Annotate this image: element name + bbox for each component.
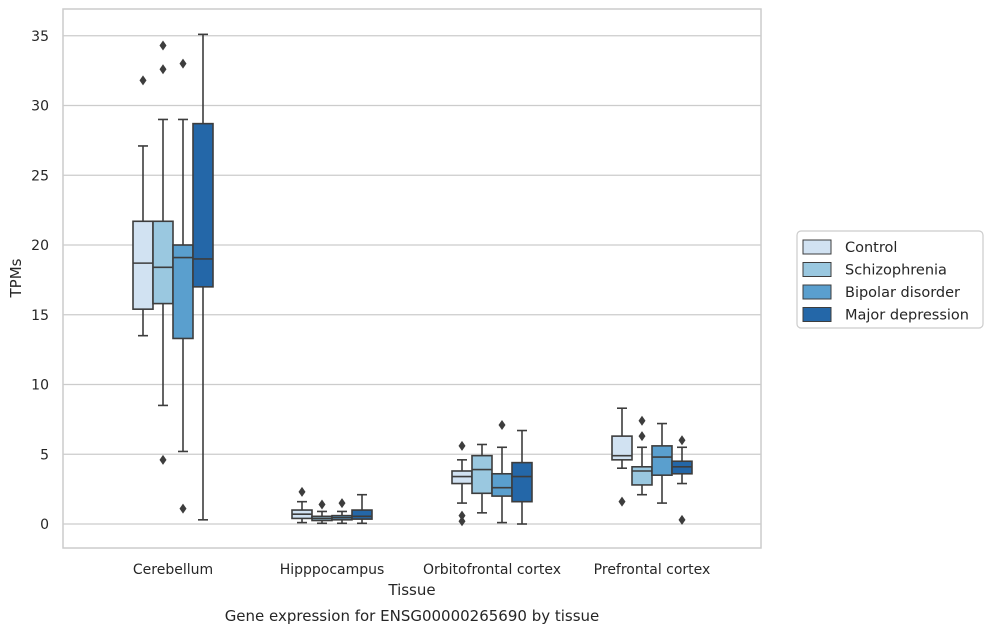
box [351,493,373,525]
y-tick-label: 5 [40,447,49,463]
legend-swatch [802,262,832,277]
outlier-point [498,419,506,430]
legend-label: Schizophrenia [845,263,947,279]
box [331,498,353,525]
legend-label: Control [845,240,897,256]
outlier-point [338,498,346,509]
box [651,422,673,504]
legend-swatch [802,284,832,300]
box [671,435,693,525]
legend-swatch [802,239,832,255]
box-body [172,244,194,340]
box [491,419,513,524]
box-body [192,122,214,288]
outlier-point [179,58,187,69]
y-tick-label: 20 [31,238,49,254]
box-body [491,472,513,497]
outlier-point [458,516,466,527]
legend-item: Major depression [802,307,969,324]
box-body [511,461,533,503]
outlier-point [678,514,686,525]
y-tick-label: 10 [31,378,49,394]
x-tick-label: Orbitofrontal cortex [423,562,561,578]
box [611,407,633,507]
box [511,429,533,525]
y-tick-label: 35 [31,29,49,45]
box [311,499,333,525]
x-axis-title: Tissue [387,581,435,599]
box [291,486,313,524]
legend-frame [796,230,984,329]
y-tick-label: 15 [31,308,49,324]
y-tick-label: 0 [40,517,49,533]
y-axis-title: TPMs [7,258,25,298]
box-body [351,509,373,520]
box-groups [132,33,693,527]
y-tick-labels: 0 5 10 15 20 25 30 35 [31,29,49,533]
outlier-point [618,496,626,507]
outlier-point [159,40,167,51]
outlier-point [458,510,466,521]
x-tick-label: Prefrontal cortex [594,562,711,578]
box [152,40,174,465]
legend-item: Control [802,239,897,256]
box [132,75,154,337]
legend-item: Bipolar disorder [802,284,960,301]
box-body [611,435,633,461]
outlier-point [159,454,167,465]
legend-label: Bipolar disorder [845,285,960,301]
box-body [651,445,673,476]
outlier-point [638,415,646,426]
plot-frame [62,8,762,549]
x-tick-label: Cerebellum [133,562,213,578]
box-body [152,220,174,305]
outlier-point [638,431,646,442]
outlier-point [318,499,326,510]
box [192,33,214,521]
box [631,415,653,496]
outlier-point [678,435,686,446]
legend-label: Major depression [845,308,969,324]
box-body [132,220,154,310]
box-body [471,454,493,495]
legend-swatch [802,307,832,322]
outlier-point [458,440,466,451]
chart-caption: Gene expression for ENSG00000265690 by t… [225,607,600,625]
outlier-point [159,64,167,75]
box-body [631,466,653,486]
outlier-point [298,486,306,497]
legend-item: Schizophrenia [802,262,947,279]
x-tick-labels: Cerebellum Hipppocampus Orbitofrontal cort… [133,562,710,578]
y-tick-label: 30 [31,99,49,115]
outlier-point [139,75,147,86]
box [172,58,194,514]
legend: Control Schizophrenia Bipolar disorder Majo… [796,230,984,329]
y-tick-label: 25 [31,168,49,184]
x-tick-label: Hipppocampus [280,562,385,578]
box [451,440,473,527]
outlier-point [179,503,187,514]
